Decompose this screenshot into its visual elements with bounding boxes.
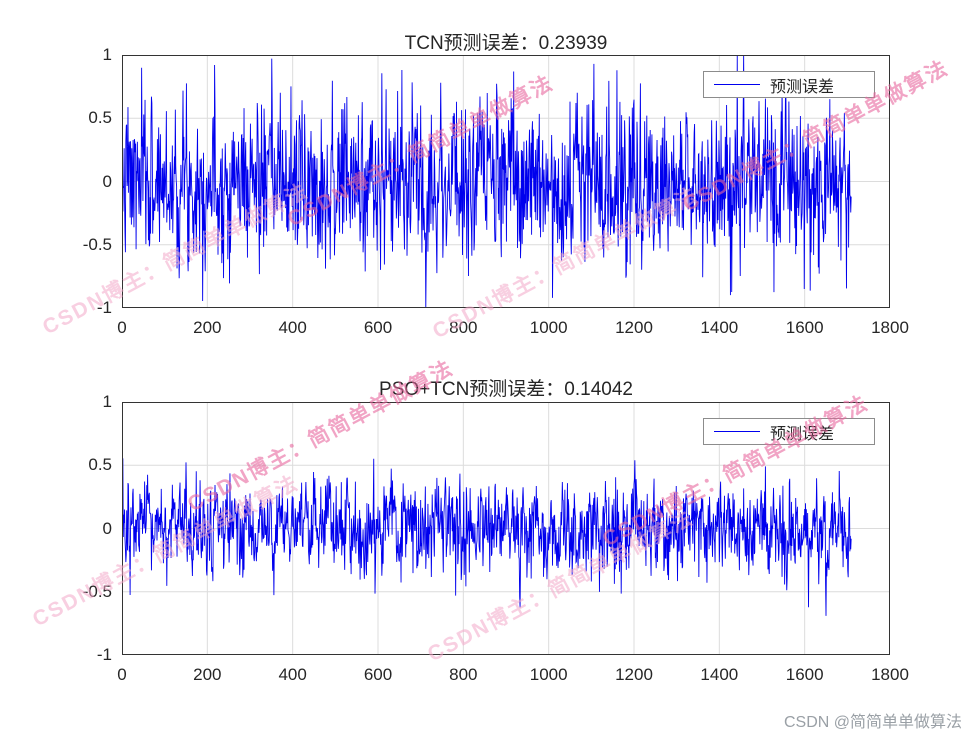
x-tick-label: 0 xyxy=(117,318,127,337)
y-tick-label: 0.5 xyxy=(88,455,112,475)
y-tick-label: 1 xyxy=(102,392,112,411)
x-tick-label: 600 xyxy=(363,318,393,337)
x-tick-label: 1200 xyxy=(615,318,653,337)
y-tick-label: 0 xyxy=(102,171,112,191)
y-tick-label: 0.5 xyxy=(88,108,112,128)
legend-tcn: 预测误差 xyxy=(703,71,875,98)
y-tick-label: 0 xyxy=(102,518,112,538)
x-tick-label: 1400 xyxy=(700,665,739,684)
legend-line-sample-icon xyxy=(714,84,760,85)
x-tick-label: 200 xyxy=(193,665,222,684)
y-tick-label: -0.5 xyxy=(82,581,112,601)
legend-pso-tcn: 预测误差 xyxy=(703,418,875,445)
x-tick-label: 800 xyxy=(449,665,478,684)
chart-title-pso-tcn: PSO+TCN预测误差：0.14042 xyxy=(379,379,633,400)
chart-title-tcn: TCN预测误差：0.23939 xyxy=(404,33,608,54)
x-tick-label: 800 xyxy=(449,318,478,337)
legend-label: 预测误差 xyxy=(770,425,835,443)
x-tick-label: 600 xyxy=(363,665,393,684)
y-tick-label: 1 xyxy=(102,45,112,64)
x-tick-label: 1600 xyxy=(785,318,824,337)
x-tick-label: 1000 xyxy=(529,318,568,337)
x-tick-label: 1800 xyxy=(871,665,909,684)
y-tick-label: -1 xyxy=(96,645,112,664)
x-tick-label: 400 xyxy=(278,665,307,684)
watermark-credit: CSDN @简简单单做算法 xyxy=(783,714,962,731)
tcn-error-plot-area xyxy=(121,54,891,309)
x-tick-label: 400 xyxy=(278,318,307,337)
x-tick-label: 1000 xyxy=(529,665,568,684)
x-tick-label: 1800 xyxy=(871,318,909,337)
x-tick-label: 0 xyxy=(117,665,127,684)
y-tick-label: -1 xyxy=(96,298,112,317)
x-tick-label: 1200 xyxy=(615,665,653,684)
legend-label: 预测误差 xyxy=(770,78,835,96)
x-tick-label: 1600 xyxy=(785,665,824,684)
x-tick-label: 200 xyxy=(193,318,222,337)
legend-line-sample-icon xyxy=(714,431,760,432)
y-tick-label: -0.5 xyxy=(82,234,112,254)
x-tick-label: 1400 xyxy=(700,318,739,337)
